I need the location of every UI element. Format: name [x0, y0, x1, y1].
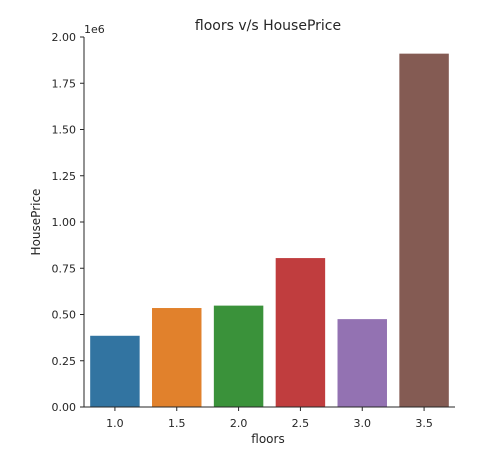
x-axis-label: floors — [251, 432, 284, 446]
bar-2.5 — [275, 258, 326, 407]
x-tick-label: 2.5 — [292, 417, 310, 430]
x-tick-label: 3.5 — [415, 417, 433, 430]
bar-2.0 — [213, 305, 264, 407]
y-tick-label: 0.00 — [52, 401, 77, 414]
y-tick-label: 0.75 — [52, 262, 77, 275]
y-tick-label: 1.00 — [52, 216, 77, 229]
bar-1.5 — [152, 308, 202, 407]
x-tick-label: 3.0 — [354, 417, 372, 430]
y-axis-ticks: 0.00 0.25 0.50 0.75 1.00 1.25 1.50 1.75 2.00 — [52, 31, 84, 414]
y-tick-label: 1.50 — [52, 124, 77, 137]
y-axis-offset-label: 1e6 — [84, 23, 105, 36]
bars — [90, 53, 449, 408]
x-axis-ticks: 1.0 1.5 2.0 2.5 3.0 3.5 — [106, 407, 433, 430]
y-axis-label: HousePrice — [29, 189, 43, 256]
bar-3.5 — [399, 53, 449, 408]
y-tick-label: 1.75 — [52, 77, 77, 90]
y-tick-label: 2.00 — [52, 31, 77, 44]
bar-3.0 — [337, 319, 387, 407]
x-tick-label: 2.0 — [230, 417, 248, 430]
x-tick-label: 1.5 — [168, 417, 186, 430]
chart-title: floors v/s HousePrice — [195, 18, 341, 34]
y-tick-label: 0.25 — [52, 355, 77, 368]
x-tick-label: 1.0 — [106, 417, 124, 430]
bar-1.0 — [90, 335, 140, 407]
y-tick-label: 1.25 — [52, 170, 77, 183]
y-tick-label: 0.50 — [52, 309, 77, 322]
